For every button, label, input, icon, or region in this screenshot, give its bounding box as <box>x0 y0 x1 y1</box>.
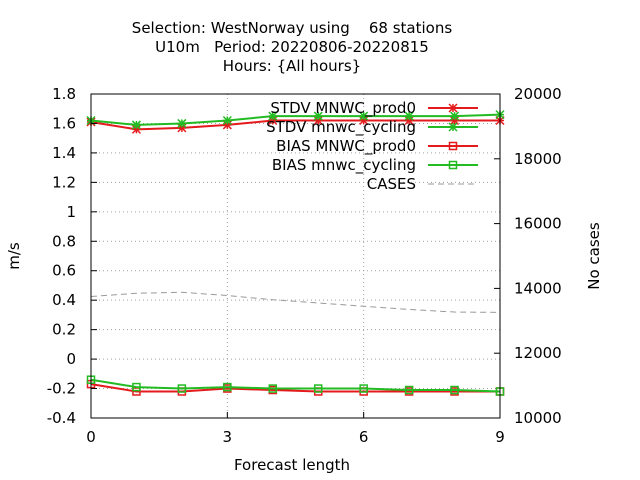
y2-axis-label: No cases <box>585 222 603 290</box>
data-point-star <box>450 111 460 121</box>
legend-label: CASES <box>367 175 416 193</box>
data-point-star <box>222 115 232 126</box>
data-point-square <box>268 384 278 393</box>
data-point-square <box>448 141 458 151</box>
series-line <box>90 378 501 393</box>
series-4 <box>90 291 501 313</box>
axis-ticks: -0.4 -0.2 0 0.2 0.4 0.6 0.8 1 1.2 1.4 1.6 1.8 0 3 6 9 10… <box>47 85 562 446</box>
data-point-star <box>359 111 369 121</box>
chart-title: Selection: WestNorway using 68 stations … <box>132 19 453 75</box>
x-tick-label: 6 <box>359 428 369 446</box>
data-point-square <box>313 384 323 393</box>
data-point-square <box>177 384 187 393</box>
y-tick-label: 1.4 <box>52 144 76 162</box>
y2-tick-label: 18000 <box>514 150 562 168</box>
data-point-square <box>223 382 232 392</box>
x-tick-label: 3 <box>223 428 233 446</box>
data-point-star <box>131 120 141 130</box>
y2-tick-label: 16000 <box>514 215 562 233</box>
y-tick-label: 0 <box>66 350 76 368</box>
y-tick-label: 0.6 <box>52 262 76 280</box>
data-point-square <box>448 160 458 170</box>
y-tick-label: 1 <box>66 203 76 221</box>
x-tick-label: 0 <box>86 428 96 446</box>
y-tick-label: -0.4 <box>47 409 76 427</box>
title-line-3: Hours: {All hours} <box>223 57 361 75</box>
y2-tick-label: 20000 <box>514 85 562 103</box>
y-tick-label: 0.8 <box>52 232 76 250</box>
y2-tick-label: 12000 <box>514 344 562 362</box>
y2-tick-label: 10000 <box>514 409 562 427</box>
legend-label: STDV MNWC_prod0 <box>270 99 416 118</box>
x-axis-label: Forecast length <box>234 456 350 474</box>
legend-entry: CASES <box>367 175 478 193</box>
y-tick-label: -0.2 <box>47 380 76 398</box>
y-tick-label: 1.6 <box>52 114 76 132</box>
legend-entry: STDV mnwc_cycling <box>266 118 478 137</box>
data-point-square <box>359 384 368 393</box>
data-point-star <box>448 122 458 132</box>
plot-frame <box>90 93 501 419</box>
y-tick-label: 0.4 <box>52 291 76 309</box>
title-line-1: Selection: WestNorway using 68 stations <box>132 19 453 37</box>
series-line <box>90 119 500 131</box>
data-point-star <box>313 111 323 121</box>
series-line <box>90 113 501 126</box>
series-layer <box>86 110 505 396</box>
legend-label: BIAS mnwc_cycling <box>272 156 416 175</box>
x-tick-label: 9 <box>495 428 505 446</box>
y-tick-label: 0.2 <box>52 321 76 339</box>
data-point-star <box>448 103 458 113</box>
series-line <box>90 291 501 313</box>
legend-entry: STDV MNWC_prod0 <box>270 99 478 118</box>
data-point-star <box>177 118 187 128</box>
series-line <box>90 383 500 393</box>
data-point-square <box>450 385 459 395</box>
y2-tick-label: 14000 <box>514 279 562 297</box>
data-point-square <box>132 382 141 392</box>
legend-entry: BIAS mnwc_cycling <box>272 156 478 175</box>
data-point-square <box>404 385 414 395</box>
legend-label: STDV mnwc_cycling <box>266 118 416 137</box>
legend-label: BIAS MNWC_prod0 <box>276 137 416 156</box>
legend-entry: BIAS MNWC_prod0 <box>276 137 478 156</box>
y-tick-label: 1.2 <box>52 173 76 191</box>
y-axis-label: m/s <box>5 242 23 270</box>
y-tick-label: 1.8 <box>52 85 76 103</box>
series-1 <box>86 110 505 130</box>
data-point-star <box>404 111 414 121</box>
data-point-star <box>268 111 278 121</box>
title-line-2: U10m Period: 20220806-20220815 <box>155 38 429 56</box>
